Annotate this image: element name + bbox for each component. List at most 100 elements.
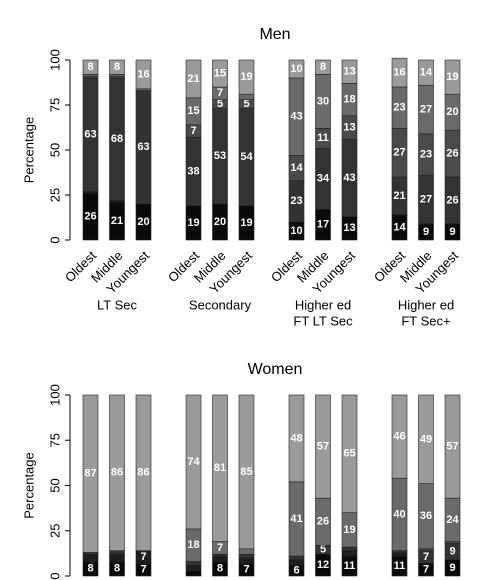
value-label: 43 [343,172,355,184]
bar-segment [185,570,202,577]
y-tick-label: 0 [47,572,62,579]
bar-segment [212,555,228,562]
y-axis-label: Percentage [21,117,36,184]
value-label: 23 [290,195,302,207]
value-label: 7 [140,551,146,563]
bar-segment [288,394,305,483]
value-label: 13 [343,121,355,133]
value-label: 34 [317,173,330,185]
value-label: 9 [449,562,455,574]
value-label: 40 [393,508,405,520]
value-label: 16 [393,67,405,79]
value-label: 21 [187,73,199,85]
bar-segment [185,59,202,99]
value-label: 74 [187,456,200,468]
value-label: 9 [449,226,455,238]
value-label: 15 [187,105,199,117]
y-tick-label: 25 [47,524,62,538]
group-label: FT LT Sec [293,313,353,328]
value-label: 12 [317,559,329,571]
bar-segment [288,559,305,566]
group-label: Higher ed [398,297,454,312]
group-label: Secondary [189,297,252,312]
value-label: 11 [317,132,329,144]
value-label: 19 [343,524,355,536]
value-label: 8 [87,563,93,575]
value-label: 26 [446,194,458,206]
y-tick-label: 75 [47,98,62,112]
bar-segment [444,394,461,499]
value-label: 26 [317,516,329,528]
bar-segment [212,59,228,88]
value-label: 10 [290,63,302,75]
value-label: 14 [393,221,406,233]
value-label: 7 [423,551,429,563]
group-label: FT Sec+ [401,313,450,328]
value-label: 8 [114,61,120,73]
value-label: 7 [140,564,146,576]
bar-segment [238,394,255,550]
value-label: 63 [84,129,96,141]
bar-segment [238,557,255,564]
value-label: 86 [137,467,149,479]
bar-segment [341,394,358,513]
value-label: 23 [393,102,405,114]
y-tick-label: 100 [47,384,62,406]
y-axis-label: Percentage [21,452,36,519]
value-label: 20 [137,216,149,228]
bar-segment [212,394,228,542]
value-label: 8 [320,61,326,73]
value-label: 16 [137,68,149,80]
bar-segment [391,394,408,479]
bar-segment [418,59,434,86]
value-label: 46 [393,431,405,443]
bar-segment [109,59,125,75]
y-tick-label: 50 [47,143,62,157]
value-label: 43 [290,111,302,123]
bar-segment [315,394,331,499]
value-label: 5 [243,98,249,110]
value-label: 26 [84,211,96,223]
bar-segment [109,550,125,555]
value-label: 63 [137,141,149,153]
value-label: 11 [394,560,406,572]
value-label: 14 [290,162,303,174]
bar-segment [238,93,255,100]
value-label: 53 [214,150,226,162]
value-label: 8 [87,61,93,73]
y-tick-label: 25 [47,188,62,202]
bar-segment [185,561,202,566]
value-label: 65 [343,448,355,460]
value-label: 9 [449,545,455,557]
value-label: 17 [317,219,329,231]
value-label: 13 [343,66,355,78]
y-tick-label: 50 [47,478,62,492]
bar-segment [288,59,305,79]
value-label: 18 [187,539,199,551]
value-label: 8 [217,563,223,575]
value-label: 38 [187,166,199,178]
value-label: 49 [420,433,432,445]
value-label: 9 [423,226,429,238]
value-label: 21 [111,215,123,227]
value-label: 27 [393,147,405,159]
bar-segment [109,553,125,562]
bar-segment [341,59,358,84]
value-label: 81 [214,462,226,474]
bar-segment [82,394,99,553]
value-label: 41 [290,513,302,525]
bar-segment [109,394,125,551]
value-label: 57 [446,440,458,452]
value-label: 8 [114,563,120,575]
bar-segment [341,550,358,557]
value-label: 20 [446,106,458,118]
value-label: 36 [420,510,432,522]
y-tick-label: 100 [47,49,62,71]
bar-segment [238,59,255,95]
value-label: 7 [190,125,196,137]
bar-segment [315,59,331,75]
value-label: 57 [317,440,329,452]
value-label: 11 [344,560,356,572]
value-label: 20 [214,216,226,228]
